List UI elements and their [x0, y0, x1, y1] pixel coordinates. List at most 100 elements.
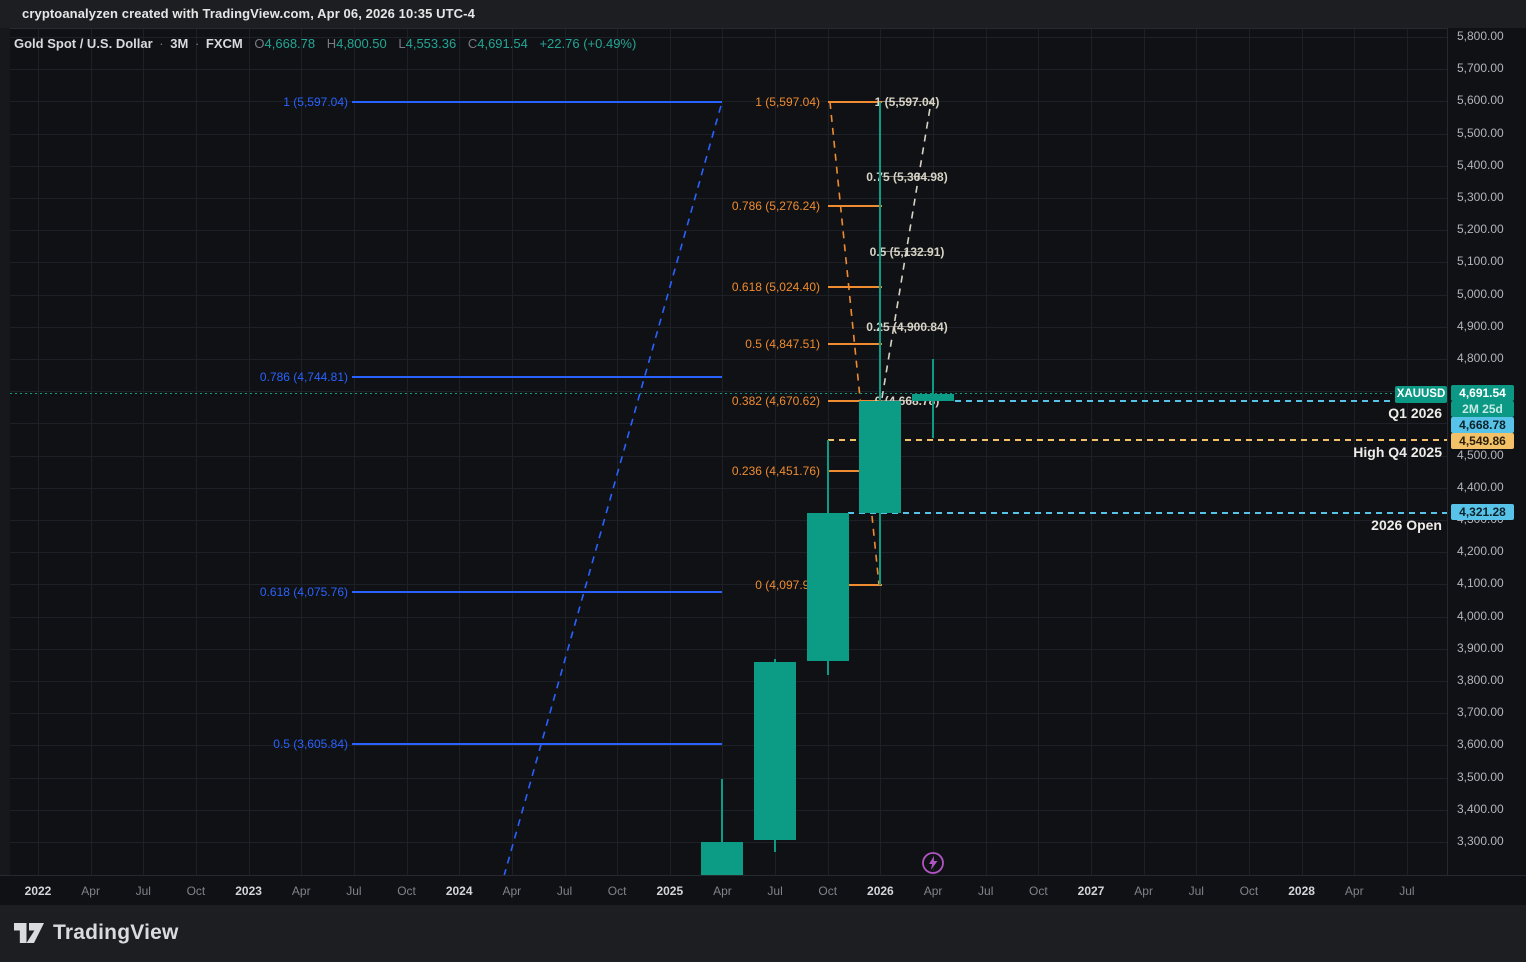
price-axis[interactable]: 5,800.00 5,700.00 5,600.00 5,500.00 5,400.00…: [1447, 28, 1526, 875]
grid-line-vertical: [1038, 29, 1040, 875]
price-tick-label: 3,300.00: [1457, 834, 1504, 848]
grid-line-vertical: [1143, 29, 1145, 875]
candle-wick-0[interactable]: [721, 778, 724, 875]
h-line-high-q4-2025[interactable]: [828, 438, 1447, 441]
fib-level-line-orange-0.5[interactable]: [828, 342, 882, 345]
fib-level-label-orange-1[interactable]: 1 (5,597.04): [755, 95, 820, 110]
grid-line-vertical: [1354, 29, 1356, 875]
fib-level-line-white-0.75[interactable]: [882, 176, 932, 178]
grid-line-vertical: [511, 29, 513, 875]
fib-level-line-white-0[interactable]: [882, 400, 932, 402]
grid-line-vertical: [669, 29, 671, 875]
fib-level-line-white-1[interactable]: [882, 101, 932, 103]
h-line-q1-2026[interactable]: [955, 400, 1447, 403]
grid-line-horizontal: [10, 616, 1447, 618]
tradingview-logo[interactable]: TradingView: [14, 921, 179, 945]
fib-level-label-blue-0.618[interactable]: 0.618 (4,075.76): [259, 585, 348, 600]
legend-close-value: 4,691.54: [477, 36, 528, 51]
candle-body-4[interactable]: [912, 393, 955, 402]
fib-level-label-blue-1[interactable]: 1 (5,597.04): [283, 95, 348, 110]
price-tick-label: 5,100.00: [1457, 254, 1504, 269]
time-tick-month-label: Jul: [1188, 884, 1204, 898]
fib-level-label-orange-0.786[interactable]: 0.786 (5,276.24): [731, 198, 820, 213]
time-axis[interactable]: 2022 Apr Jul Oct 2023 Apr Jul Oct 2024 Apr Jul Oct 2…: [0, 875, 1526, 905]
chart-pane[interactable]: Gold Spot / U.S. Dollar · 3M · FXCM O4,6…: [10, 28, 1447, 875]
tradingview-brand-text[interactable]: TradingView: [53, 921, 179, 944]
fib-level-label-orange-0[interactable]: 0 (4,097.90): [755, 578, 820, 593]
grid-line-horizontal: [10, 520, 1447, 521]
fib-trendline-white[interactable]: [881, 101, 932, 399]
symbol-legend: Gold Spot / U.S. Dollar · 3M · FXCM O4,6…: [14, 36, 636, 51]
fib-level-label-white-0.75[interactable]: 0.75 (5,364.98): [866, 170, 948, 185]
time-tick-month-label: Jul: [135, 884, 151, 898]
candle-body-2[interactable]: [806, 513, 849, 662]
grid-line-vertical: [90, 29, 92, 875]
grid-line-horizontal: [10, 552, 1447, 554]
grid-line-horizontal: [10, 101, 1447, 103]
fib-level-label-blue-0.5[interactable]: 0.5 (3,605.84): [273, 736, 348, 751]
time-tick-year-label: 2024: [445, 884, 473, 898]
grid-line-horizontal: [10, 487, 1447, 489]
grid-line-horizontal: [10, 165, 1447, 167]
grid-line-horizontal: [10, 713, 1447, 715]
fib-level-line-orange-0[interactable]: [828, 584, 882, 587]
time-tick-month-label: Oct: [1029, 884, 1048, 898]
h-line-open-2026[interactable]: [848, 512, 1447, 515]
time-tick-month-label: Apr: [923, 884, 943, 898]
fib-level-line-orange-1[interactable]: [828, 101, 882, 104]
fib-level-label-orange-0.236[interactable]: 0.236 (4,451.76): [731, 464, 820, 479]
legend-close-key: C: [467, 36, 478, 51]
grid-line-vertical: [985, 29, 987, 875]
time-tick-month-label: Apr: [1134, 884, 1153, 898]
fib-level-line-orange-0.618[interactable]: [828, 285, 882, 288]
fib-level-label-white-0.25[interactable]: 0.25 (4,900.84): [866, 319, 948, 334]
annotation-high-q4-2025[interactable]: High Q4 2025: [1353, 443, 1442, 460]
fib-level-label-white-1[interactable]: 1 (5,597.04): [874, 95, 940, 110]
annotation-q1-2026[interactable]: Q1 2026: [1388, 405, 1442, 422]
fib-level-line-blue-1[interactable]: [352, 101, 722, 104]
grid-line-vertical: [1196, 29, 1198, 875]
price-tick-label: 4,000.00: [1457, 608, 1504, 623]
lightning-event-marker-icon[interactable]: [920, 850, 946, 875]
price-tick-label: 4,500.00: [1457, 447, 1504, 462]
candle-wick-3[interactable]: [879, 102, 882, 586]
fib-level-line-blue-0.786[interactable]: [352, 375, 722, 378]
legend-symbol-title: Gold Spot / U.S. Dollar: [14, 36, 153, 51]
grid-line-vertical: [1406, 29, 1408, 875]
annotation-open-2026[interactable]: 2026 Open: [1371, 517, 1442, 534]
fib-level-label-orange-0.5[interactable]: 0.5 (4,847.51): [745, 336, 820, 351]
fib-level-line-white-0.25[interactable]: [882, 325, 932, 327]
time-tick-month-label: Apr: [713, 884, 732, 898]
grid-line-horizontal: [10, 294, 1447, 296]
price-tick-label: 3,700.00: [1457, 705, 1504, 720]
legend-interval: 3M: [170, 36, 189, 51]
time-tick-month-label: Oct: [186, 884, 206, 898]
grid-line-vertical: [564, 29, 566, 875]
fib-level-label-blue-0.786[interactable]: 0.786 (4,744.81): [259, 369, 348, 384]
fib-trendline-blue[interactable]: [503, 101, 723, 875]
grid-line-vertical: [406, 29, 408, 875]
h-line-current-price[interactable]: [10, 392, 1447, 395]
fib-level-line-blue-0.618[interactable]: [352, 591, 722, 594]
grid-line-horizontal: [10, 133, 1447, 135]
grid-line-horizontal: [10, 455, 1447, 457]
fib-level-label-orange-0.618[interactable]: 0.618 (5,024.40): [731, 279, 820, 294]
grid-line-horizontal: [10, 809, 1447, 811]
grid-line-vertical: [722, 29, 724, 875]
candle-body-1[interactable]: [754, 662, 797, 841]
fib-level-line-blue-0.5[interactable]: [352, 742, 722, 745]
fib-level-label-orange-0.382[interactable]: 0.382 (4,670.62): [731, 393, 820, 408]
fib-level-line-orange-0.786[interactable]: [828, 204, 882, 207]
axis-label-q1-2026: 4,668.78: [1451, 416, 1514, 433]
trendline-overlay: [503, 101, 932, 875]
fib-level-line-orange-0.236[interactable]: [828, 470, 882, 473]
time-tick-month-label: Jul: [346, 884, 362, 898]
time-tick-month-label: Jul: [767, 884, 783, 898]
grid-line-horizontal: [10, 37, 1447, 38]
candle-body-3[interactable]: [859, 401, 902, 514]
price-tick-label: 3,500.00: [1457, 769, 1504, 784]
price-tick-label: 5,800.00: [1457, 29, 1504, 43]
candle-body-0[interactable]: [701, 842, 744, 875]
fib-level-line-orange-0.382[interactable]: [828, 399, 882, 402]
symbol-price-badge: XAUUSD: [1395, 385, 1447, 403]
